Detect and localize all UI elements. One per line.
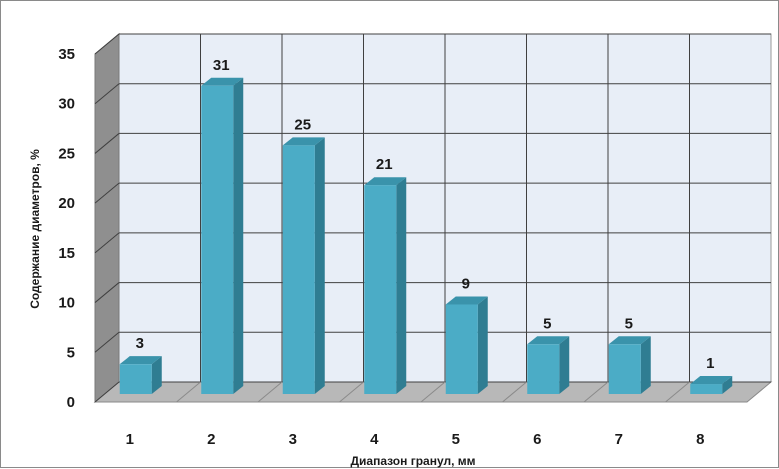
bar-front bbox=[445, 304, 478, 394]
y-tick-label: 10 bbox=[58, 295, 75, 312]
side-wall bbox=[94, 32, 120, 404]
bar-top bbox=[527, 336, 570, 345]
x-tick-labels: 1 2 3 4 5 6 7 8 bbox=[126, 431, 705, 448]
bar-side bbox=[151, 356, 162, 394]
data-label: 9 bbox=[462, 276, 470, 293]
bar-top bbox=[608, 336, 651, 345]
bar-6 bbox=[527, 336, 570, 394]
bar-top bbox=[282, 137, 325, 146]
bar-1 bbox=[119, 356, 162, 394]
floor-divider bbox=[502, 381, 527, 403]
bar-side bbox=[477, 296, 488, 394]
bar-2 bbox=[201, 77, 244, 395]
y-tick-label: 5 bbox=[67, 344, 75, 361]
data-labels: 3 31 25 21 9 5 5 1 bbox=[136, 57, 715, 372]
bar-top bbox=[690, 376, 733, 385]
floor-divider bbox=[176, 381, 201, 403]
y-tick-label: 20 bbox=[58, 195, 75, 212]
gridline-side bbox=[94, 282, 120, 303]
gridline-side bbox=[94, 83, 120, 105]
x-tick-label: 5 bbox=[452, 431, 460, 448]
bar-5 bbox=[445, 296, 488, 394]
y-tick-label: 15 bbox=[58, 245, 75, 262]
gridline-side bbox=[94, 232, 120, 254]
bar-front bbox=[364, 185, 397, 394]
x-tick-label: 7 bbox=[615, 431, 623, 448]
x-axis-title: Диапазон гранул, мм bbox=[350, 454, 475, 468]
x-tick-label: 1 bbox=[126, 431, 134, 448]
bar-front bbox=[690, 384, 723, 394]
x-tick-label: 3 bbox=[289, 431, 297, 448]
bar-side bbox=[396, 177, 407, 394]
bar-4 bbox=[364, 177, 407, 394]
data-label: 1 bbox=[706, 355, 714, 372]
bar-side bbox=[640, 336, 651, 394]
y-tick-label: 0 bbox=[67, 394, 75, 411]
bar-side bbox=[559, 336, 570, 394]
x-tick-label: 2 bbox=[207, 431, 215, 448]
chart-walls bbox=[93, 32, 773, 404]
y-axis-title: Содержание диаметров, % bbox=[28, 149, 42, 309]
gridline-side bbox=[94, 182, 120, 204]
x-tick-label: 4 bbox=[370, 431, 379, 448]
bar-front bbox=[119, 364, 152, 394]
bar-8 bbox=[690, 376, 733, 394]
gridline-side bbox=[94, 133, 120, 154]
gridline-side bbox=[94, 381, 120, 403]
data-label: 25 bbox=[294, 116, 311, 133]
floor-divider bbox=[339, 381, 364, 403]
y-tick-label: 30 bbox=[58, 96, 75, 113]
floor-divider bbox=[665, 381, 690, 403]
bar-3 bbox=[282, 137, 325, 394]
bar-front bbox=[608, 344, 641, 394]
bar-front bbox=[527, 344, 560, 394]
data-label: 3 bbox=[136, 335, 144, 352]
bar-front bbox=[201, 85, 234, 395]
floor-divider bbox=[583, 381, 609, 403]
floor-divider bbox=[257, 381, 283, 403]
y-tick-label: 25 bbox=[58, 145, 75, 162]
bar-side bbox=[314, 137, 325, 394]
y-tick-labels: 0 5 10 15 20 25 30 35 bbox=[58, 46, 75, 411]
bar-7 bbox=[608, 336, 651, 394]
bar-top bbox=[119, 356, 162, 365]
gridline-side bbox=[94, 33, 120, 55]
bar-top bbox=[445, 296, 488, 305]
floor-divider bbox=[420, 381, 446, 403]
data-label: 5 bbox=[543, 315, 551, 332]
data-label: 5 bbox=[625, 315, 633, 332]
data-label: 21 bbox=[376, 156, 393, 173]
bar-front bbox=[282, 145, 315, 394]
gridline-side bbox=[94, 331, 120, 353]
bar-side bbox=[722, 376, 733, 394]
data-label: 31 bbox=[213, 57, 230, 74]
bar-side bbox=[233, 77, 244, 395]
y-tick-label: 35 bbox=[58, 46, 75, 63]
bar-top bbox=[364, 177, 407, 186]
bars bbox=[119, 77, 733, 395]
x-tick-label: 8 bbox=[696, 431, 704, 448]
x-tick-label: 6 bbox=[533, 431, 541, 448]
bar-top bbox=[201, 77, 244, 86]
